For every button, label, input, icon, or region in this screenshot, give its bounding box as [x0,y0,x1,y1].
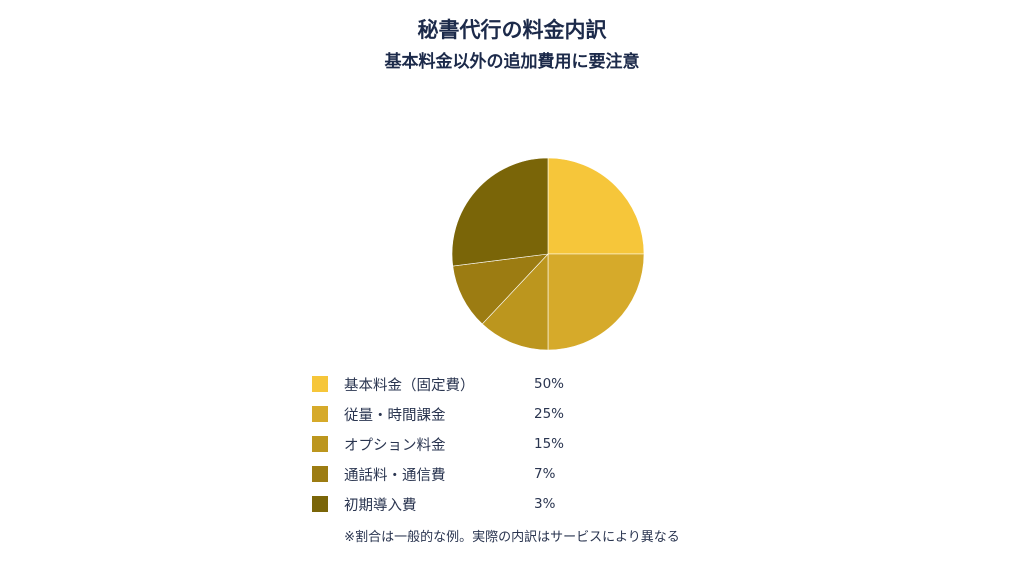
legend-value: 25% [534,406,565,422]
legend-label: 従量・時間課金 [344,407,446,424]
legend: 基本料金（固定費） 50% 従量・時間課金 25% オプション料金 15% 通話… [312,369,612,519]
legend-value: 15% [534,436,565,452]
chart-title: 秘書代行の料金内訳 [417,18,607,42]
legend-swatch [312,496,328,512]
legend-label: 初期導入費 [344,497,417,514]
legend-label: 基本料金（固定費） [344,377,475,394]
pie-slice-1 [547,253,645,351]
legend-swatch [312,376,328,392]
pie-slice-3 [452,253,549,325]
legend-item: 基本料金（固定費） 50% [312,369,612,399]
legend-swatch [312,466,328,482]
pie-chart [451,157,645,351]
legend-value: 3% [534,496,556,512]
legend-value: 50% [534,376,565,392]
legend-value: 7% [534,466,556,482]
legend-item: 初期導入費 3% [312,489,612,519]
footnote: ※割合は一般的な例。実際の内訳はサービスにより異なる [344,530,680,545]
pie-slice-0 [547,157,645,255]
legend-item: 通話料・通信費 7% [312,459,612,489]
pie-slice-4 [451,157,549,267]
legend-swatch [312,406,328,422]
legend-item: オプション料金 15% [312,429,612,459]
pie-slice-2 [481,253,549,351]
legend-item: 従量・時間課金 25% [312,399,612,429]
legend-label: オプション料金 [344,437,446,454]
legend-swatch [312,436,328,452]
chart-subtitle: 基本料金以外の追加費用に要注意 [384,52,640,72]
legend-label: 通話料・通信費 [344,467,446,484]
